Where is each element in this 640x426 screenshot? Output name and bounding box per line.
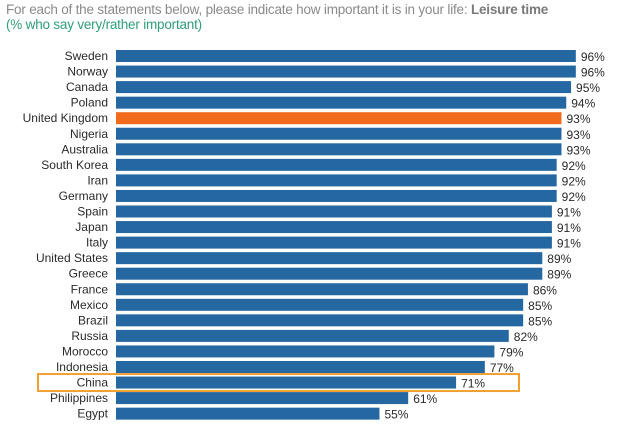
category-label-united-kingdom: United Kingdom (23, 111, 108, 125)
bar-south-korea (116, 158, 557, 171)
chart-title: For each of the statements below, please… (6, 2, 548, 17)
value-label-brazil: 85% (528, 314, 552, 328)
category-label-france: France (71, 282, 109, 296)
bar-philippines (116, 392, 409, 405)
category-label-nigeria: Nigeria (70, 127, 108, 141)
bar-canada (116, 81, 572, 94)
category-label-spain: Spain (77, 205, 108, 219)
bar-spain (116, 205, 552, 218)
category-label-iran: Iran (87, 173, 108, 187)
value-label-greece: 89% (547, 268, 571, 282)
bar-sweden (116, 50, 576, 62)
value-label-mexico: 85% (528, 299, 552, 313)
bar-france (116, 283, 528, 296)
category-label-sweden: Sweden (65, 49, 108, 63)
category-label-poland: Poland (71, 96, 108, 110)
value-label-nigeria: 93% (566, 128, 590, 142)
bar-poland (116, 96, 567, 109)
category-label-philippines: Philippines (50, 391, 108, 405)
category-label-germany: Germany (59, 189, 108, 203)
value-label-iran: 92% (562, 174, 586, 188)
value-label-china: 71% (461, 377, 485, 391)
value-label-philippines: 61% (413, 392, 437, 406)
value-label-sweden: 96% (581, 50, 605, 64)
chart-subtitle: (% who say very/rather important) (6, 17, 202, 32)
value-label-italy: 91% (557, 237, 581, 251)
category-label-china: China (77, 376, 109, 390)
value-label-united-states: 89% (547, 252, 571, 266)
bar-russia (116, 329, 509, 342)
value-label-poland: 94% (571, 97, 595, 111)
bar-mexico (116, 298, 524, 311)
value-label-japan: 91% (557, 221, 581, 235)
value-label-canada: 95% (576, 81, 600, 95)
value-label-russia: 82% (514, 330, 538, 344)
category-label-greece: Greece (69, 267, 109, 281)
bar-japan (116, 221, 552, 234)
bar-italy (116, 236, 552, 249)
bar-united-states (116, 252, 543, 265)
category-label-mexico: Mexico (70, 298, 108, 312)
category-label-egypt: Egypt (77, 407, 108, 421)
category-label-morocco: Morocco (62, 344, 108, 358)
bar-united-kingdom (116, 112, 562, 125)
category-label-south-korea: South Korea (41, 158, 108, 172)
value-label-egypt: 55% (384, 408, 408, 422)
value-label-south-korea: 92% (562, 159, 586, 173)
value-label-germany: 92% (562, 190, 586, 204)
category-label-russia: Russia (71, 329, 108, 343)
value-label-norway: 96% (581, 66, 605, 80)
bar-egypt (116, 407, 380, 420)
value-label-australia: 93% (566, 143, 590, 157)
chart-title-prefix: For each of the statements below, please… (6, 2, 471, 17)
bar-china (116, 376, 457, 389)
bar-morocco (116, 345, 495, 358)
chart-title-emphasis: Leisure time (470, 2, 549, 17)
category-label-japan: Japan (75, 220, 108, 234)
category-label-united-states: United States (36, 251, 108, 265)
highlight-outline-china (37, 373, 520, 393)
bar-greece (116, 267, 543, 280)
value-label-france: 86% (533, 283, 557, 297)
value-label-spain: 91% (557, 206, 581, 220)
bar-australia (116, 143, 562, 156)
bar-germany (116, 189, 557, 202)
bar-iran (116, 174, 557, 187)
category-label-australia: Australia (61, 142, 108, 156)
category-label-italy: Italy (86, 236, 108, 250)
bar-nigeria (116, 127, 562, 140)
value-label-united-kingdom: 93% (566, 112, 590, 126)
category-label-brazil: Brazil (78, 313, 108, 327)
category-label-canada: Canada (66, 80, 108, 94)
category-label-norway: Norway (67, 65, 108, 79)
bar-norway (116, 65, 576, 78)
value-label-morocco: 79% (499, 345, 523, 359)
bar-indonesia (116, 361, 485, 373)
category-label-indonesia: Indonesia (56, 360, 108, 374)
bar-brazil (116, 314, 524, 327)
value-label-indonesia: 77% (490, 361, 514, 375)
